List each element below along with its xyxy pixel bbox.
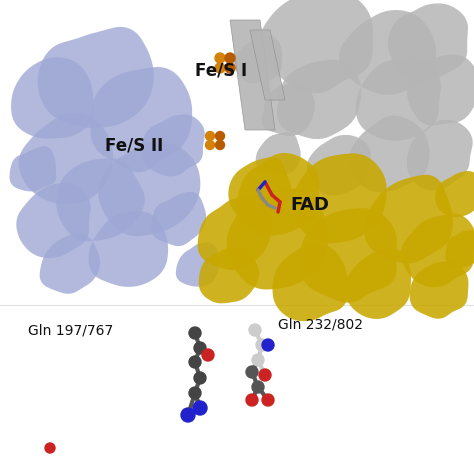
Polygon shape — [255, 132, 301, 174]
Polygon shape — [56, 158, 145, 241]
Polygon shape — [98, 142, 201, 236]
Circle shape — [225, 53, 235, 63]
Circle shape — [189, 327, 201, 339]
Polygon shape — [89, 211, 168, 287]
Circle shape — [249, 324, 261, 336]
Circle shape — [202, 349, 214, 361]
Polygon shape — [349, 116, 429, 192]
Polygon shape — [91, 67, 192, 172]
Circle shape — [193, 401, 207, 415]
Polygon shape — [407, 55, 474, 126]
Polygon shape — [356, 58, 441, 141]
Circle shape — [216, 140, 225, 149]
Text: FAD: FAD — [290, 196, 329, 214]
Polygon shape — [344, 249, 411, 319]
Polygon shape — [176, 242, 220, 287]
Circle shape — [194, 372, 206, 384]
Polygon shape — [407, 120, 473, 190]
Circle shape — [189, 356, 201, 368]
Circle shape — [215, 63, 225, 73]
Circle shape — [206, 131, 215, 140]
Circle shape — [225, 63, 235, 73]
Polygon shape — [237, 153, 319, 236]
Circle shape — [262, 339, 274, 351]
Polygon shape — [16, 182, 91, 258]
Circle shape — [181, 408, 195, 422]
Polygon shape — [250, 30, 285, 100]
Polygon shape — [293, 154, 387, 244]
Polygon shape — [300, 208, 397, 302]
Text: Fe/S I: Fe/S I — [195, 61, 247, 79]
Circle shape — [45, 443, 55, 453]
Polygon shape — [11, 57, 94, 138]
Polygon shape — [40, 234, 100, 294]
Polygon shape — [18, 112, 113, 204]
Polygon shape — [365, 175, 453, 264]
Polygon shape — [262, 84, 315, 136]
Circle shape — [252, 381, 264, 393]
Polygon shape — [260, 0, 373, 93]
Circle shape — [256, 339, 268, 351]
Text: Gln 197/767: Gln 197/767 — [28, 323, 113, 337]
Polygon shape — [277, 60, 361, 139]
Polygon shape — [273, 244, 348, 321]
Polygon shape — [339, 10, 436, 95]
Polygon shape — [234, 35, 282, 83]
Circle shape — [262, 394, 274, 406]
Polygon shape — [228, 157, 291, 220]
Circle shape — [216, 131, 225, 140]
Circle shape — [194, 342, 206, 354]
Circle shape — [252, 354, 264, 366]
Polygon shape — [141, 114, 205, 176]
Circle shape — [259, 369, 271, 381]
Polygon shape — [198, 198, 272, 270]
Polygon shape — [410, 261, 468, 319]
Circle shape — [206, 140, 215, 149]
Polygon shape — [230, 20, 275, 130]
Text: Fe/S II: Fe/S II — [105, 136, 163, 154]
Polygon shape — [37, 27, 154, 128]
Circle shape — [189, 387, 201, 399]
Polygon shape — [199, 247, 259, 303]
Polygon shape — [435, 171, 474, 217]
Text: Gln 232/802: Gln 232/802 — [278, 318, 363, 332]
Circle shape — [246, 366, 258, 378]
Polygon shape — [445, 230, 474, 269]
Polygon shape — [388, 3, 468, 80]
Polygon shape — [227, 188, 328, 290]
Circle shape — [246, 394, 258, 406]
Polygon shape — [9, 146, 56, 191]
Polygon shape — [151, 192, 206, 246]
Polygon shape — [401, 213, 474, 287]
Circle shape — [215, 53, 225, 63]
Polygon shape — [307, 135, 371, 195]
